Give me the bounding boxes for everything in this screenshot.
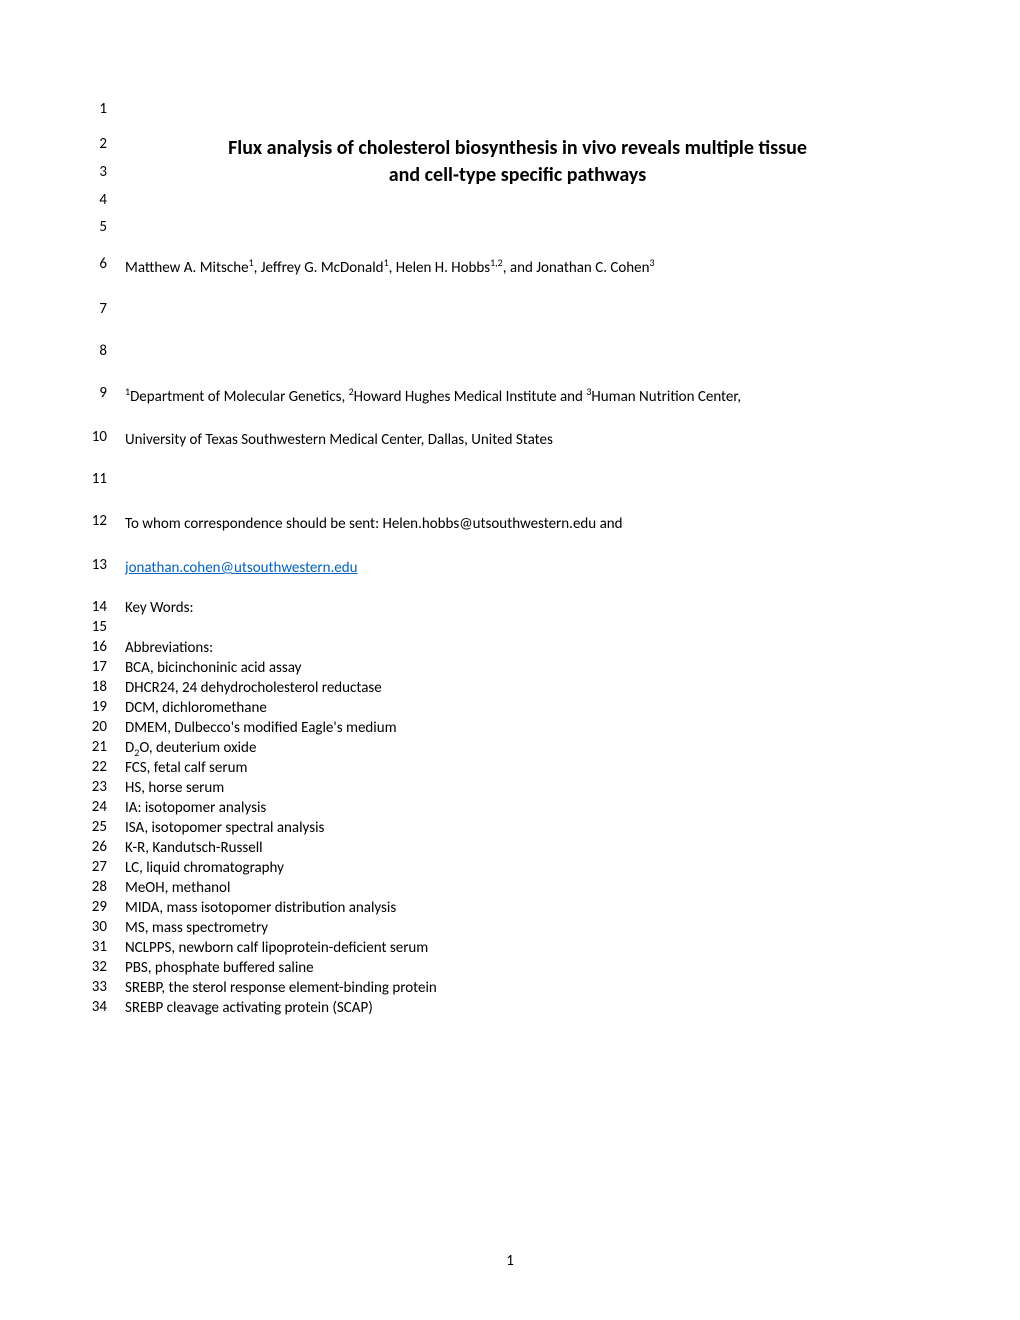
line-number: 8	[82, 342, 107, 360]
abbrev-text: MeOH, methanol	[125, 879, 230, 897]
abbrev-item: HS, horse serum	[125, 778, 224, 798]
line-number: 24	[82, 798, 107, 816]
abbrev-text: MS, mass spectrometry	[125, 919, 268, 937]
line-number: 13	[82, 556, 107, 574]
keywords-line: Key Words:	[125, 598, 193, 618]
line-number: 2	[82, 135, 107, 153]
abbrev-text: ISA, isotopomer spectral analysis	[125, 819, 324, 837]
abbrev-item: MIDA, mass isotopomer distribution analy…	[125, 898, 396, 918]
abbrev-item: BCA, bicinchoninic acid assay	[125, 658, 301, 678]
abbrev-item: K-R, Kandutsch-Russell	[125, 838, 263, 858]
line-number: 34	[82, 998, 107, 1016]
line-number: 20	[82, 718, 107, 736]
line-number: 15	[82, 618, 107, 636]
line-number: 23	[82, 778, 107, 796]
line-number: 3	[82, 163, 107, 181]
abbrev-item: DCM, dichloromethane	[125, 698, 267, 718]
affiliations-line-1: 1Department of Molecular Genetics, 2Howa…	[125, 384, 741, 409]
abbrev-header-text: Abbreviations:	[125, 639, 213, 657]
line-number: 1	[82, 100, 107, 118]
title-line-1: Flux analysis of cholesterol biosynthesi…	[125, 135, 910, 162]
line-number: 29	[82, 898, 107, 916]
abbrev-text: SREBP cleavage activating protein (SCAP)	[125, 999, 373, 1017]
abbrev-item: DMEM, Dulbecco's modified Eagle's medium	[125, 718, 397, 738]
abbrev-text: NCLPPS, newborn calf lipoprotein-deficie…	[125, 939, 428, 957]
affil-text: University of Texas Southwestern Medical…	[125, 431, 553, 449]
line-number: 12	[82, 512, 107, 530]
abbrev-item: PBS, phosphate buffered saline	[125, 958, 314, 978]
abbrev-text: K-R, Kandutsch-Russell	[125, 839, 263, 857]
authors-line: Matthew A. Mitsche1, Jeffrey G. McDonald…	[125, 255, 655, 280]
abbrev-item: SREBP cleavage activating protein (SCAP)	[125, 998, 373, 1018]
abbrev-item: LC, liquid chromatography	[125, 858, 284, 878]
abbrev-text: DMEM, Dulbecco's modified Eagle's medium	[125, 719, 397, 737]
email-link[interactable]: jonathan.cohen@utsouthwestern.edu	[125, 559, 358, 577]
line-number: 19	[82, 698, 107, 716]
d2o-suffix: O, deuterium oxide	[139, 739, 256, 757]
d2o-prefix: D	[125, 739, 134, 757]
abbrev-text: DHCR24, 24 dehydrocholesterol reductase	[125, 679, 382, 697]
abbrev-item: DHCR24, 24 dehydrocholesterol reductase	[125, 678, 382, 698]
abbrev-text: PBS, phosphate buffered saline	[125, 959, 314, 977]
line-number: 9	[82, 384, 107, 402]
title-line-2: and cell-type specific pathways	[125, 162, 910, 189]
author-text: Matthew A. Mitsche	[125, 259, 249, 277]
line-number: 21	[82, 738, 107, 756]
abbrev-item: SREBP, the sterol response element-bindi…	[125, 978, 437, 998]
author-text: , Jeffrey G. McDonald	[254, 259, 384, 277]
affil-text: Howard Hughes Medical Institute and	[354, 388, 587, 406]
abbrev-text: LC, liquid chromatography	[125, 859, 284, 877]
correspondence-line: To whom correspondence should be sent: H…	[125, 512, 623, 536]
affil-text: Human Nutrition Center,	[591, 388, 741, 406]
line-number: 5	[82, 218, 107, 236]
abbrev-item: FCS, fetal calf serum	[125, 758, 247, 778]
author-sup: 3	[650, 256, 655, 269]
line-number: 33	[82, 978, 107, 996]
correspondence-text: To whom correspondence should be sent: H…	[125, 515, 623, 533]
abbrev-text: BCA, bicinchoninic acid assay	[125, 659, 301, 677]
abbrev-text: FCS, fetal calf serum	[125, 759, 247, 777]
line-number: 22	[82, 758, 107, 776]
page-number: 1	[0, 1252, 1020, 1270]
abbrev-text: HS, horse serum	[125, 779, 224, 797]
abbrev-text: IA: isotopomer analysis	[125, 799, 266, 817]
line-number: 28	[82, 878, 107, 896]
line-number: 18	[82, 678, 107, 696]
line-number: 25	[82, 818, 107, 836]
author-sup: 1,2	[490, 256, 503, 269]
author-text: , and Jonathan C. Cohen	[503, 259, 650, 277]
author-text: , Helen H. Hobbs	[389, 259, 490, 277]
keywords-label: Key Words:	[125, 599, 193, 617]
abbrev-item: MS, mass spectrometry	[125, 918, 268, 938]
abbrev-item: MeOH, methanol	[125, 878, 230, 898]
line-number: 26	[82, 838, 107, 856]
abbrev-item: ISA, isotopomer spectral analysis	[125, 818, 324, 838]
line-number: 30	[82, 918, 107, 936]
abbrev-text: DCM, dichloromethane	[125, 699, 267, 717]
line-number: 27	[82, 858, 107, 876]
abbrev-item: IA: isotopomer analysis	[125, 798, 266, 818]
abbrev-text: SREBP, the sterol response element-bindi…	[125, 979, 437, 997]
line-number: 4	[82, 191, 107, 209]
line-number: 14	[82, 598, 107, 616]
line-number: 31	[82, 938, 107, 956]
title-block: Flux analysis of cholesterol biosynthesi…	[125, 135, 910, 189]
line-number: 16	[82, 638, 107, 656]
affil-text: Department of Molecular Genetics,	[130, 388, 349, 406]
line-number: 7	[82, 300, 107, 318]
line-number: 17	[82, 658, 107, 676]
abbrev-item: NCLPPS, newborn calf lipoprotein-deficie…	[125, 938, 428, 958]
line-number: 10	[82, 428, 107, 446]
abbrev-text: MIDA, mass isotopomer distribution analy…	[125, 899, 396, 917]
line-number: 6	[82, 255, 107, 273]
correspondence-email-line: jonathan.cohen@utsouthwestern.edu	[125, 556, 358, 580]
line-number: 11	[82, 470, 107, 488]
line-number: 32	[82, 958, 107, 976]
abbrev-item: D2O, deuterium oxide	[125, 738, 256, 760]
affiliations-line-2: University of Texas Southwestern Medical…	[125, 428, 553, 452]
abbreviations-header: Abbreviations:	[125, 638, 213, 658]
